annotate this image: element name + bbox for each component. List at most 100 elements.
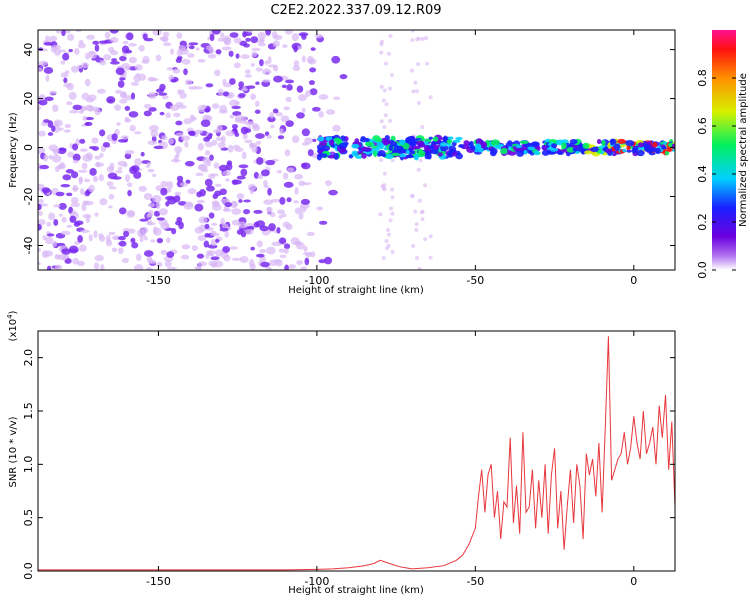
spectrogram-noise-speck [166,251,175,258]
spectrogram-noise-speck [184,160,195,167]
spectrogram-signal-speck [437,152,443,157]
spectrogram-noise-speck [196,129,204,134]
spectrogram-streak-speck [390,158,395,163]
spectrogram-signal-speck [590,146,599,153]
spectrogram-noise-speck [256,140,262,145]
spectrogram-noise-speck [176,32,183,39]
spectrogram-noise-speck [108,231,116,236]
snr-y-scale-factor: (x104) [6,310,19,341]
spectrogram-noise-speck [286,84,293,91]
spectrogram-noise-speck [287,167,295,173]
spectrogram-noise-speck [262,68,272,76]
spectrogram-noise-speck [264,131,270,137]
spectrogram-noise-speck [106,181,114,187]
spectrogram-noise-speck [269,259,278,266]
spectrogram-noise-speck [53,121,60,127]
spectrogram-noise-speck [60,183,71,188]
spectrogram-noise-speck [284,149,291,157]
spectrogram-noise-speck [38,60,48,66]
spectrogram-noise-speck [68,245,79,254]
spectrogram-noise-speck [187,52,195,58]
spectrogram-noise-speck [207,54,217,59]
spectrogram-noise-speck [68,49,73,53]
spectrogram-signal-speck [632,145,639,153]
spectrogram-noise-speck [255,67,263,72]
spectrogram-noise-speck [220,32,225,38]
spectrogram-noise-speck [165,201,170,207]
spectrogram-streak-speck [379,119,384,124]
spectrogram-noise-speck [224,231,229,238]
spectrogram-noise-speck [139,236,144,243]
spectrogram-noise-speck [158,92,168,96]
spectrogram-noise-speck [196,199,205,204]
spectrogram-noise-speck [266,206,271,214]
spectrogram-noise-speck [253,209,263,214]
spectrogram-noise-speck [208,252,215,257]
spectrogram-noise-speck [283,248,289,254]
spectrogram-streak-speck [423,237,428,242]
spectrogram-noise-speck [88,234,93,242]
spectrogram-noise-speck [256,253,265,258]
spectrogram-noise-speck [293,200,300,204]
spectrogram-noise-speck [197,142,205,151]
spectrogram-noise-speck [211,103,220,109]
spectrogram-streak-speck [381,256,386,261]
spectrogram-noise-speck [99,152,104,158]
spectrogram-noise-speck [222,35,231,44]
spectrogram-noise-speck [214,183,222,187]
spectrogram-signal-speck [613,143,621,151]
spectrogram-noise-speck [300,266,307,270]
colorbar-tick-label: 0.4 [696,165,709,183]
spectrogram-noise-speck [282,44,288,48]
spectrogram-signal-speck [626,149,632,153]
spectrogram-noise-speck [225,178,230,182]
spectrogram-noise-speck [198,216,208,224]
spectrogram-noise-speck [229,246,239,250]
spectrogram-noise-speck [318,220,328,225]
spectrogram-signal-speck [446,139,453,144]
spectrogram-noise-speck [188,42,199,46]
spectrogram-noise-speck [193,86,203,90]
spectrogram-noise-speck [241,151,247,160]
spectrogram-noise-speck [307,58,317,65]
spectrogram-signal-speck [432,136,439,142]
spectrogram-noise-speck [231,219,241,226]
spectrogram-noise-speck [92,40,100,45]
spectrogram-noise-speck [71,65,79,73]
spectrogram-noise-speck [281,213,287,218]
spectrogram-noise-speck [266,134,272,139]
spectrogram-signal-speck [644,148,652,152]
spectrogram-streak-speck [416,36,421,41]
spectrogram-noise-speck [127,182,133,187]
spectrogram-noise-speck [257,31,266,40]
spectrogram-noise-speck [200,119,211,127]
spectrogram-noise-speck [79,138,86,144]
spectrogram-signal-speck [365,137,370,143]
spectrogram-signal-speck [416,140,425,147]
spectrogram-noise-speck [147,140,157,146]
spectrogram-noise-speck [174,191,181,196]
spectrogram-noise-speck [238,164,249,169]
spectrogram-noise-speck [215,239,220,243]
spectrogram-noise-speck [77,42,86,49]
spectrogram-noise-speck [162,31,170,38]
spectrogram-signal-speck [561,142,567,150]
spectrogram-noise-speck [67,33,75,41]
snr-y-tick-label: 1.5 [22,402,35,420]
spectrogram-noise-speck [226,162,233,171]
spectrogram-x-tick-label: -150 [146,274,171,287]
spectrogram-noise-speck [114,104,122,111]
spectrogram-noise-speck [282,221,290,228]
spectrogram-noise-speck [148,257,153,264]
spectrogram-noise-speck [197,58,206,63]
spectrogram-signal-speck [413,154,419,161]
spectrogram-noise-speck [283,243,291,250]
spectrogram-noise-speck [181,244,191,250]
spectrogram-signal-speck [360,146,370,152]
spectrogram-noise-speck [309,67,317,73]
spectrogram-noise-speck [220,135,226,144]
spectrogram-streak-speck [381,98,386,103]
spectrogram-signal-speck [652,141,658,148]
spectrogram-noise-speck [328,189,338,196]
spectrogram-noise-speck [260,169,270,177]
